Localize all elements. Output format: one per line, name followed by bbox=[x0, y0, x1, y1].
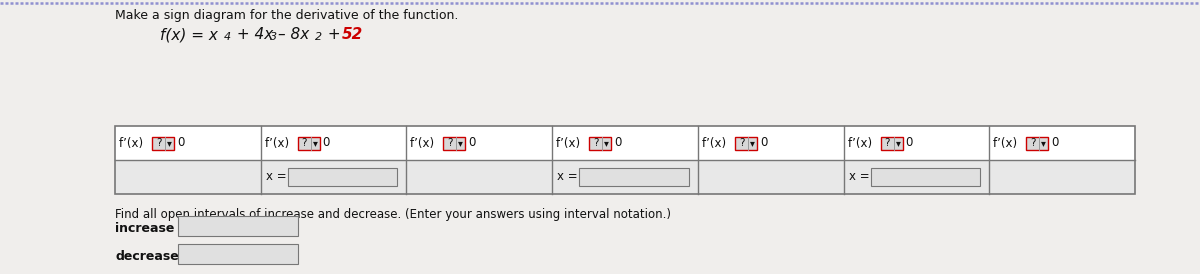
Text: 0: 0 bbox=[468, 136, 476, 150]
Text: +: + bbox=[323, 27, 346, 42]
Text: 0: 0 bbox=[906, 136, 913, 150]
Text: ?: ? bbox=[739, 138, 744, 148]
Text: f’(x): f’(x) bbox=[994, 136, 1021, 150]
Text: f’(x): f’(x) bbox=[847, 136, 876, 150]
Text: 4: 4 bbox=[224, 32, 232, 42]
Text: ▾: ▾ bbox=[458, 138, 463, 148]
Text: 0: 0 bbox=[614, 136, 622, 150]
Bar bbox=[178, 244, 298, 264]
Text: ▾: ▾ bbox=[895, 138, 900, 148]
Text: x =: x = bbox=[557, 170, 577, 184]
Text: ▾: ▾ bbox=[750, 138, 755, 148]
Text: ?: ? bbox=[884, 138, 890, 148]
Bar bbox=[178, 216, 298, 236]
Text: ?: ? bbox=[593, 138, 599, 148]
Text: f’(x): f’(x) bbox=[702, 136, 730, 150]
Bar bbox=[1026, 136, 1049, 150]
Bar bbox=[580, 168, 689, 186]
Bar bbox=[152, 136, 174, 150]
Text: 0: 0 bbox=[323, 136, 330, 150]
Text: 3: 3 bbox=[270, 32, 277, 42]
Text: f’(x): f’(x) bbox=[556, 136, 584, 150]
Text: ?: ? bbox=[156, 138, 162, 148]
Text: ▾: ▾ bbox=[313, 138, 318, 148]
Text: + 4x: + 4x bbox=[232, 27, 274, 42]
Text: f’(x): f’(x) bbox=[119, 136, 146, 150]
Bar bbox=[589, 136, 611, 150]
Text: 0: 0 bbox=[1051, 136, 1058, 150]
Text: Find all open intervals of increase and decrease. (Enter your answers using inte: Find all open intervals of increase and … bbox=[115, 208, 671, 221]
Bar bbox=[881, 136, 902, 150]
Bar bbox=[115, 126, 1135, 194]
Text: ?: ? bbox=[1031, 138, 1036, 148]
Text: x =: x = bbox=[265, 170, 287, 184]
Bar bbox=[734, 136, 757, 150]
Bar bbox=[115, 160, 1135, 194]
Text: 0: 0 bbox=[178, 136, 185, 150]
Text: 52: 52 bbox=[342, 27, 364, 42]
Text: 0: 0 bbox=[760, 136, 767, 150]
Bar bbox=[288, 168, 397, 186]
Text: increase: increase bbox=[115, 222, 174, 235]
Text: Make a sign diagram for the derivative of the function.: Make a sign diagram for the derivative o… bbox=[115, 9, 458, 22]
Text: f’(x): f’(x) bbox=[265, 136, 293, 150]
Text: ?: ? bbox=[448, 138, 452, 148]
Bar bbox=[298, 136, 319, 150]
Text: ?: ? bbox=[301, 138, 307, 148]
Text: – 8x: – 8x bbox=[278, 27, 310, 42]
Text: decrease: decrease bbox=[115, 250, 179, 263]
Bar bbox=[444, 136, 466, 150]
Text: 2: 2 bbox=[314, 32, 322, 42]
Bar bbox=[870, 168, 980, 186]
Text: f’(x): f’(x) bbox=[410, 136, 438, 150]
Text: ▾: ▾ bbox=[604, 138, 610, 148]
Text: ▾: ▾ bbox=[1042, 138, 1046, 148]
Text: f(x) = x: f(x) = x bbox=[160, 27, 218, 42]
Text: ▾: ▾ bbox=[167, 138, 172, 148]
Bar bbox=[115, 126, 1135, 160]
Text: x =: x = bbox=[848, 170, 869, 184]
